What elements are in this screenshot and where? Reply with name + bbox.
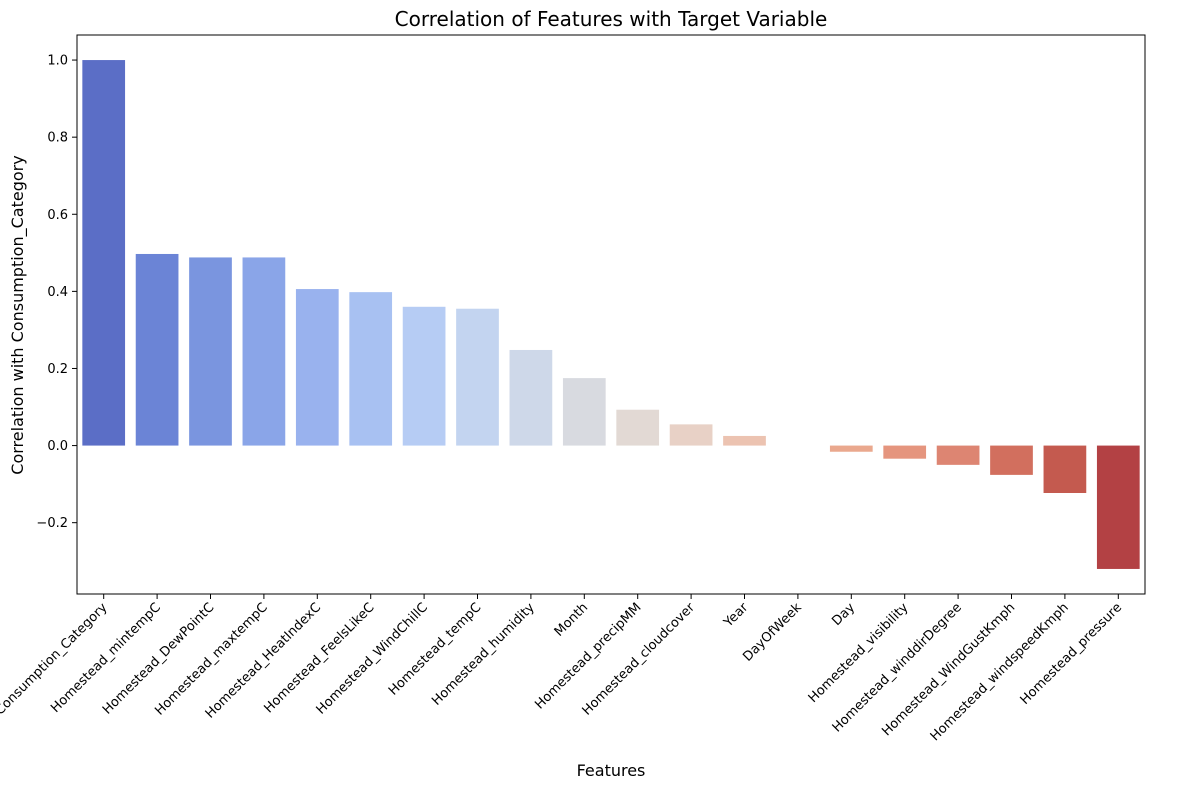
y-axis-title: Correlation with Consumption_Category — [8, 155, 28, 474]
x-axis-title: Features — [577, 761, 646, 780]
y-tick-label: 1.0 — [47, 54, 68, 69]
x-tick-label: Homestead_FeelsLikeC — [261, 600, 377, 716]
plot-area-frame — [76, 34, 1146, 595]
chart-title: Correlation of Features with Target Vari… — [395, 7, 828, 31]
x-tick-label: Homestead_WindChillC — [314, 600, 431, 717]
x-tick-label: Homestead_tempC — [386, 600, 484, 698]
x-tick-label: Homestead_visibility — [806, 600, 912, 706]
bar-Month — [562, 378, 606, 446]
bar-Consumption_Category — [82, 60, 126, 446]
y-tick-label: 0.4 — [47, 285, 68, 300]
bar-Day — [829, 445, 873, 452]
x-tick-label: Homestead_DewPointC — [100, 600, 217, 717]
x-tick-label: Month — [552, 600, 591, 639]
bars-layer — [82, 60, 1140, 569]
bar-Homestead_humidity — [509, 349, 553, 446]
bar-Homestead_precipMM — [616, 409, 660, 446]
bar-Homestead_mintempC — [135, 253, 179, 446]
x-tick-label: Day — [829, 600, 858, 629]
x-tick-label: Year — [721, 600, 752, 631]
y-tick-label: −0.2 — [36, 516, 68, 531]
x-tick-label: Homestead_pressure — [1018, 600, 1126, 708]
y-tick-label: 0.8 — [47, 131, 68, 146]
bar-Homestead_cloudcover — [669, 424, 713, 446]
x-axis-ticks: Consumption_CategoryHomestead_mintempCHo… — [0, 594, 1125, 744]
y-axis-ticks: −0.2 0.0 0.2 0.4 0.6 0.8 1.0 — [36, 54, 77, 531]
bar-Homestead_visibility — [883, 445, 927, 459]
bar-Homestead_HeatIndexC — [295, 289, 339, 446]
bar-Homestead_WindGustKmph — [990, 445, 1033, 475]
bar-Homestead_WindChillC — [402, 306, 446, 446]
x-tick-label: Homestead_precipMM — [532, 600, 644, 712]
x-tick-label: Homestead_cloudcover — [580, 600, 699, 719]
bar-Homestead_windspeedKmph — [1043, 445, 1087, 493]
bar-Year — [723, 435, 766, 446]
x-tick-label: Homestead_humidity — [429, 600, 538, 709]
bar-Homestead_DewPointC — [189, 257, 232, 446]
y-tick-label: 0.0 — [47, 439, 68, 454]
y-tick-label: 0.6 — [47, 208, 68, 223]
bar-Homestead_tempC — [456, 308, 499, 446]
bar-Homestead_pressure — [1096, 445, 1140, 569]
x-tick-label: Homestead_mintempC — [48, 600, 164, 716]
bar-Homestead_maxtempC — [242, 257, 286, 446]
bar-Homestead_FeelsLikeC — [349, 292, 393, 446]
bar-Homestead_winddirDegree — [936, 445, 980, 465]
y-tick-label: 0.2 — [47, 362, 68, 377]
